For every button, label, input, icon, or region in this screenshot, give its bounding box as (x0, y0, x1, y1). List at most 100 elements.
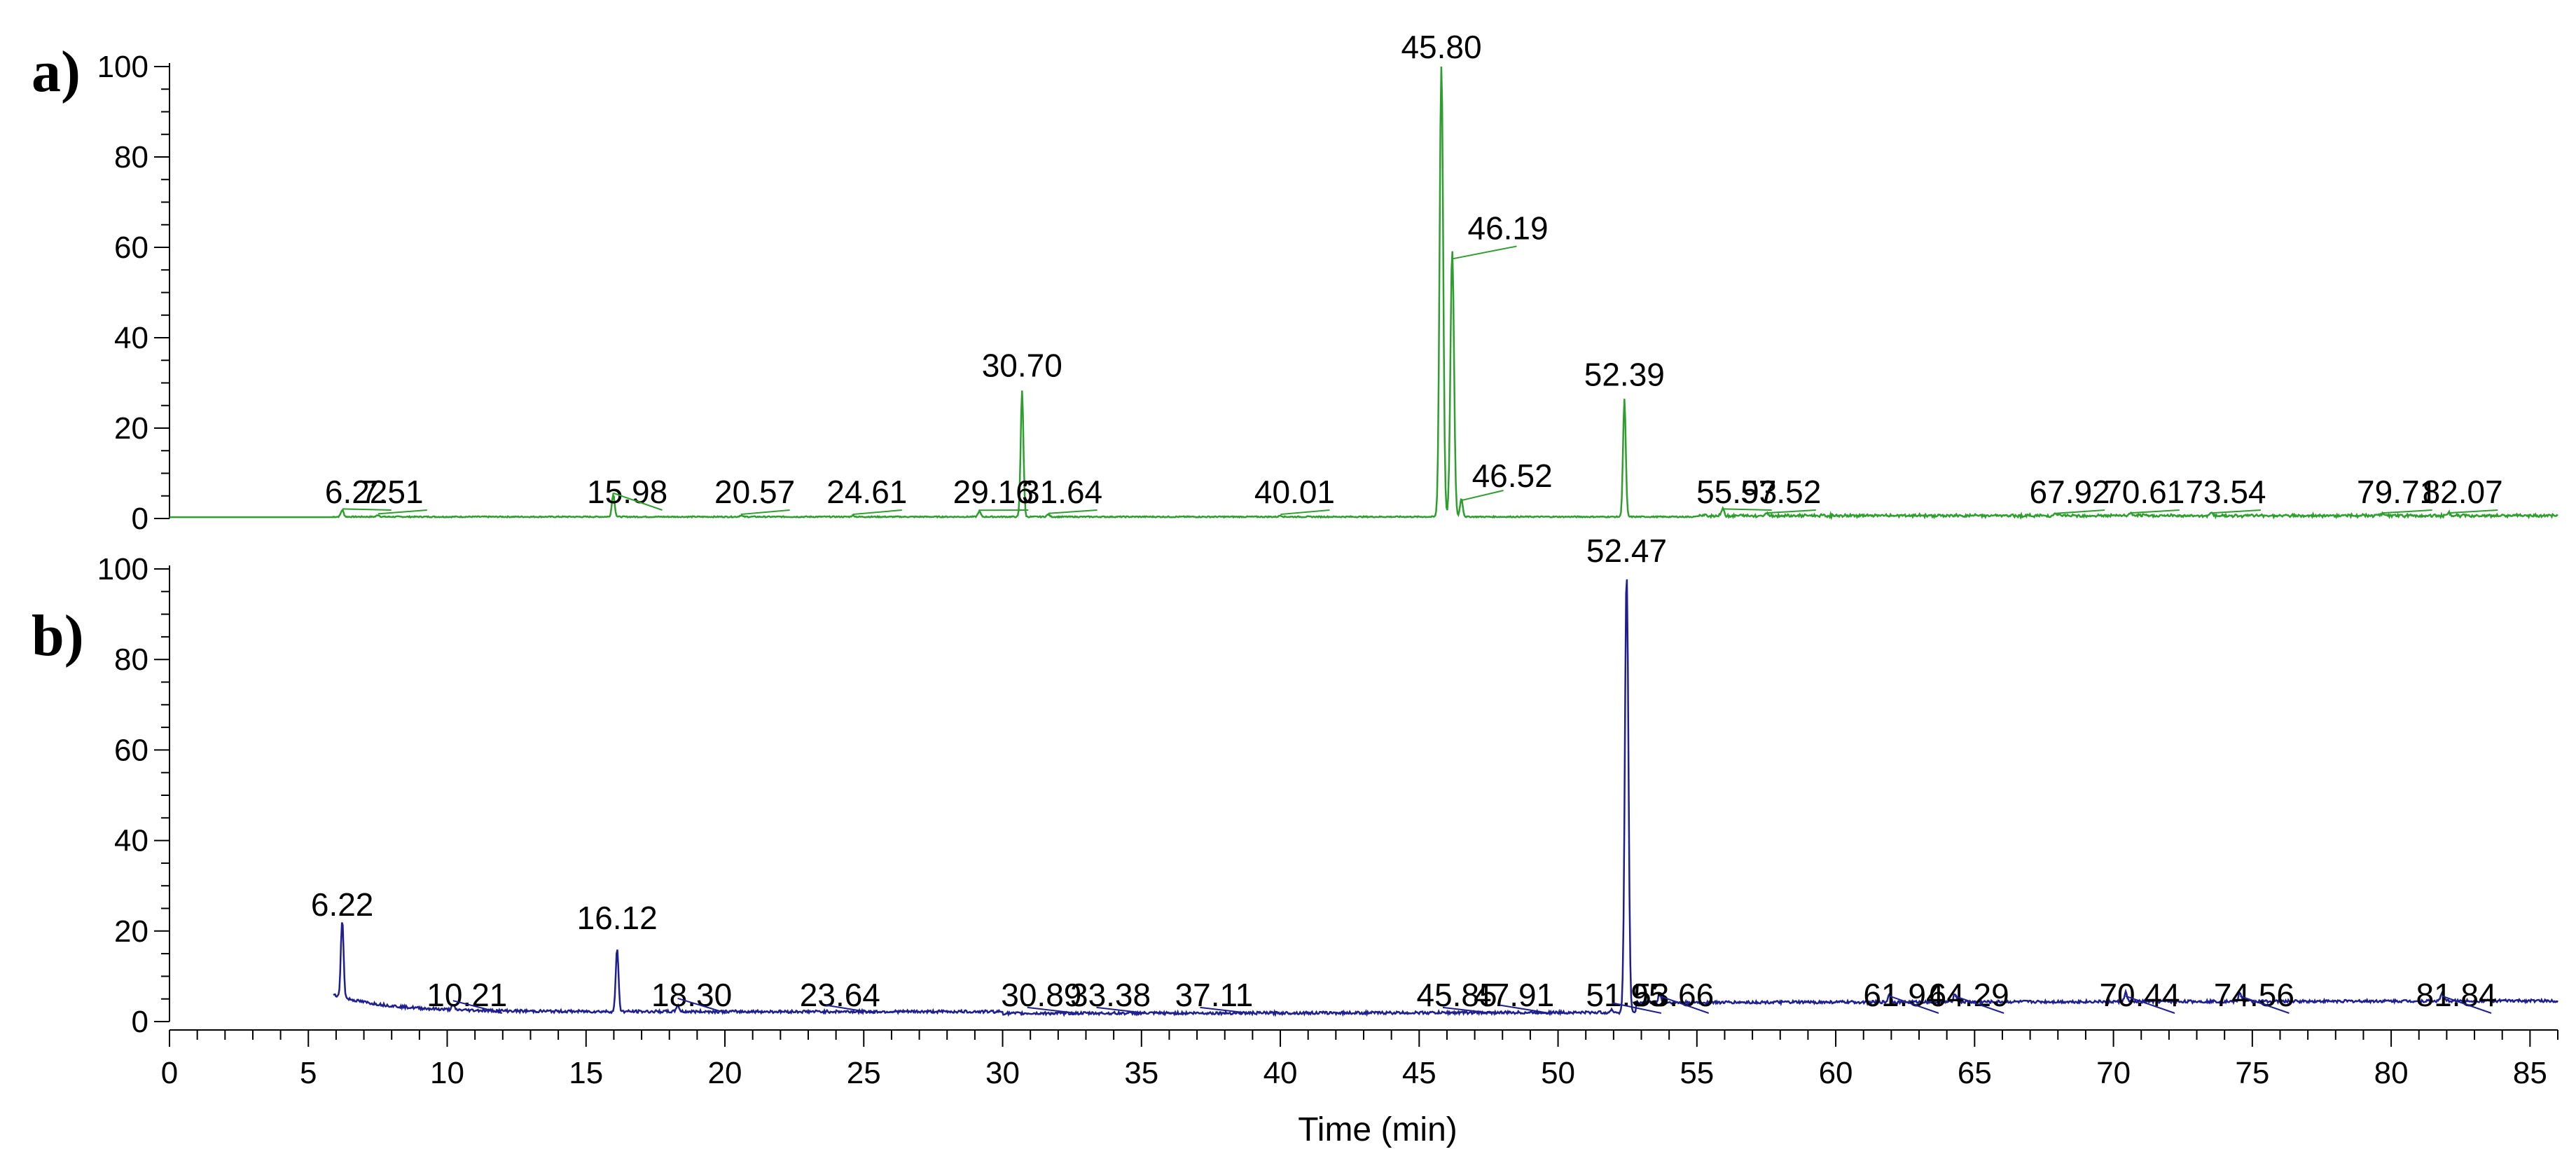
x-tick-label: 30 (985, 1056, 1020, 1090)
peak-leader-line (2130, 509, 2180, 514)
y-tick-label: 60 (114, 733, 148, 767)
peak-leader-line (1452, 245, 1517, 260)
x-tick-label: 45 (1402, 1056, 1436, 1090)
peak-leader-line (852, 509, 902, 516)
peak-leader-line (1722, 508, 1772, 511)
peak-leader-line (1612, 1002, 1662, 1014)
peak-label: 18.30 (651, 977, 732, 1013)
peak-label: 30.89 (1001, 977, 1081, 1013)
peak-label: 31.64 (1022, 474, 1102, 510)
peak-leader-line (826, 1004, 875, 1014)
x-tick-label: 70 (2096, 1056, 2131, 1090)
peak-leader-line (342, 508, 392, 511)
peak-label: 53.66 (1633, 977, 1714, 1013)
x-tick-label: 75 (2235, 1056, 2269, 1090)
peak-leader-line (1954, 995, 2004, 1014)
y-tick-label: 60 (114, 231, 148, 265)
peak-label: 55.93 (1696, 474, 1777, 510)
peak-label: 16.12 (577, 900, 658, 936)
y-tick-label: 0 (132, 1005, 148, 1039)
peak-label: 45.80 (1401, 29, 1481, 65)
peak-leader-line (677, 997, 727, 1014)
peak-label: 33.38 (1070, 977, 1151, 1013)
peak-label: 82.07 (2423, 474, 2503, 510)
peak-label: 45.85 (1416, 977, 1497, 1013)
peak-label: 40.01 (1254, 474, 1335, 510)
peak-leader-line (2383, 509, 2432, 514)
peak-leader-line (1027, 1006, 1076, 1014)
peak-leader-line (452, 1000, 503, 1014)
peak-label: 7.51 (361, 474, 424, 510)
peak-label: 46.52 (1472, 458, 1553, 494)
x-axis-title: Time (min) (1298, 1111, 1457, 1148)
y-tick-label: 20 (114, 411, 148, 446)
peak-label: 73.54 (2185, 474, 2266, 510)
x-tick-label: 65 (1958, 1056, 1992, 1090)
peak-leader-line (1442, 1006, 1493, 1014)
x-tick-label: 60 (1819, 1056, 1853, 1090)
peak-label: 6.22 (325, 474, 388, 510)
peak-label: 67.92 (2030, 474, 2110, 510)
y-tick-label: 0 (132, 502, 148, 536)
peak-label: 52.39 (1584, 356, 1665, 392)
x-tick-label: 50 (1541, 1056, 1575, 1090)
peak-label: 61.94 (1863, 977, 1944, 1013)
peak-label: 52.47 (1586, 533, 1667, 569)
panel-label: a) (32, 39, 81, 104)
peak-leader-line (1461, 490, 1504, 502)
peak-label: 20.57 (714, 474, 795, 510)
x-tick-label: 55 (1680, 1056, 1714, 1090)
x-tick-label: 20 (708, 1056, 742, 1090)
peak-leader-line (2056, 509, 2105, 514)
peak-label: 29.16 (953, 474, 1034, 510)
peak-leader-line (1200, 1006, 1249, 1014)
peak-label: 24.61 (826, 474, 907, 510)
peak-label: 74.56 (2214, 977, 2294, 1013)
peak-label: 70.61 (2104, 474, 2184, 510)
peak-leader-line (1096, 1006, 1146, 1014)
y-tick-label: 40 (114, 321, 148, 355)
panel-label: b) (32, 603, 84, 668)
peak-leader-line (1659, 995, 1710, 1014)
x-tick-label: 15 (569, 1056, 603, 1090)
x-tick-label: 25 (847, 1056, 881, 1090)
chromatogram-trace (169, 66, 2558, 521)
peak-leader-line (1280, 509, 1330, 516)
peak-leader-line (2449, 509, 2498, 514)
x-tick-label: 85 (2513, 1056, 2547, 1090)
peak-leader-line (613, 492, 663, 511)
peak-leader-line (2442, 995, 2492, 1014)
y-tick-label: 80 (114, 643, 148, 677)
x-tick-label: 35 (1124, 1056, 1158, 1090)
peak-leader-line (1048, 509, 1097, 514)
peak-label: 70.44 (2099, 977, 2180, 1013)
y-tick-label: 20 (114, 914, 148, 949)
peak-leader-line (1889, 995, 1939, 1014)
peak-label: 64.29 (1929, 977, 2009, 1013)
peak-leader-line (2125, 995, 2175, 1014)
peak-leader-line (1766, 509, 1816, 514)
peak-leader-line (378, 509, 427, 515)
peak-label: 6.22 (311, 886, 374, 923)
peak-leader-line (740, 509, 790, 516)
peak-label: 57.52 (1740, 474, 1821, 510)
x-tick-label: 5 (300, 1056, 317, 1090)
peak-label: 30.70 (982, 347, 1062, 383)
peak-label: 46.19 (1467, 209, 1548, 246)
peak-label: 79.71 (2357, 474, 2437, 510)
peak-leader-line (2240, 995, 2290, 1014)
peak-label: 15.98 (587, 474, 667, 510)
peak-leader-line (2211, 509, 2262, 514)
x-tick-label: 10 (430, 1056, 464, 1090)
x-tick-label: 40 (1263, 1056, 1298, 1090)
peak-label: 10.21 (427, 977, 507, 1013)
y-tick-label: 100 (97, 50, 148, 84)
x-tick-label: 80 (2374, 1056, 2409, 1090)
y-tick-label: 40 (114, 824, 148, 858)
peak-label: 81.84 (2416, 977, 2496, 1013)
peak-label: 51.95 (1586, 977, 1666, 1013)
chromatogram-trace (333, 579, 2558, 1017)
peak-label: 37.11 (1175, 977, 1254, 1013)
